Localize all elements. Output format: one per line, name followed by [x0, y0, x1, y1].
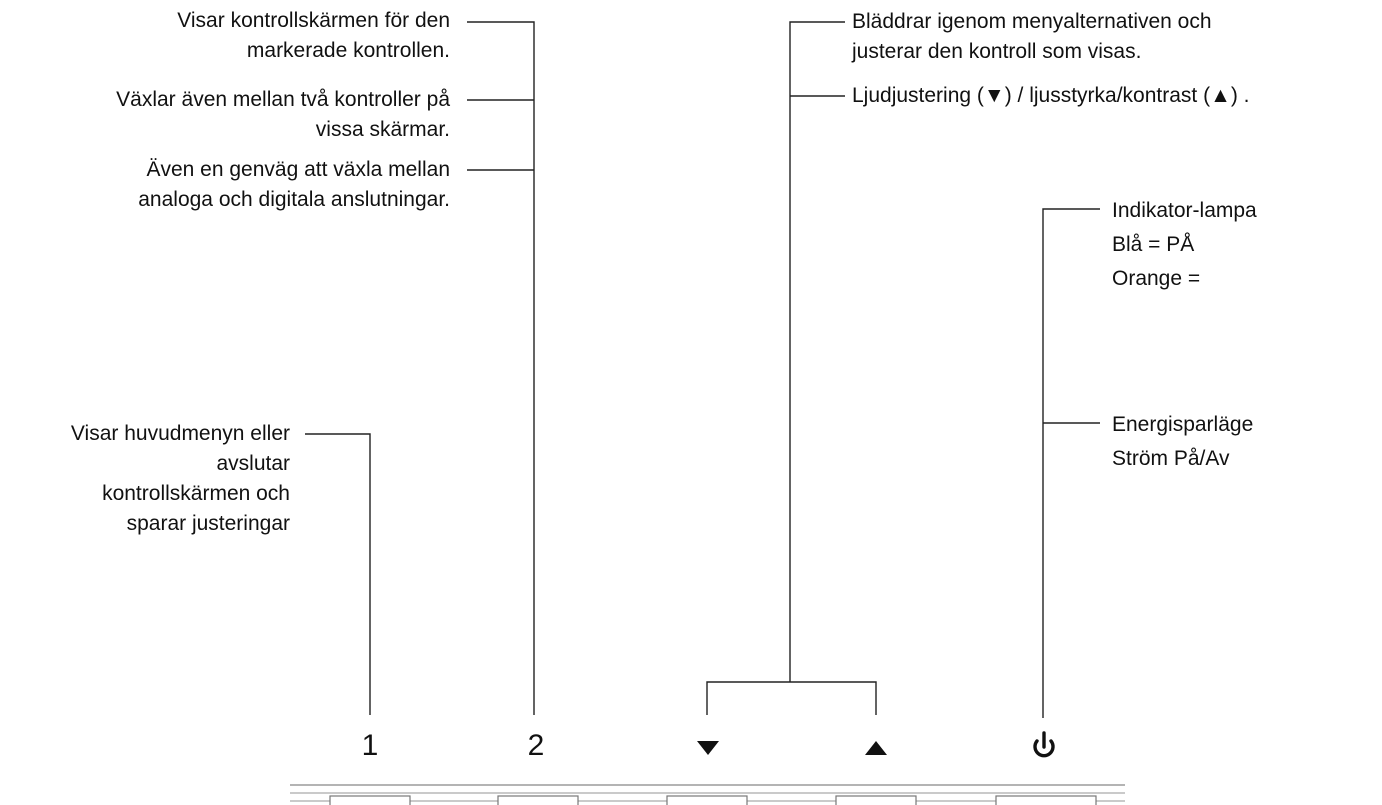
callout-shortcut: Även en genväg att växla mellan analoga …	[138, 155, 450, 215]
bezel-button-1	[329, 795, 411, 805]
monitor-bezel	[290, 784, 1125, 805]
callout-power: Energisparläge Ström På/Av	[1112, 408, 1253, 476]
callout-shortcut-line-2: analoga och digitala anslutningar.	[138, 188, 450, 211]
bezel-button-down	[666, 795, 748, 805]
callout-menu-line-4: sparar justeringar	[126, 512, 290, 535]
callout-adjust: Ljudjustering (▼) / ljusstyrka/kontrast …	[852, 84, 1250, 107]
callout-scroll-line-1: Bläddrar igenom menyalternativen och	[852, 10, 1212, 33]
callout-power-line-1: Energisparläge	[1112, 413, 1254, 436]
leader-line-indicator	[1042, 208, 1100, 718]
button-1-label: 1	[361, 729, 379, 762]
down-arrow-icon	[697, 741, 719, 755]
callout-indicator-line-3: Orange =	[1112, 267, 1201, 290]
callout-indicator-line-2: Blå = PÅ	[1112, 233, 1195, 256]
leader-line-arrows	[706, 681, 877, 715]
callout-power-line-2: Ström På/Av	[1112, 447, 1230, 470]
leader-line-button-2	[467, 21, 535, 715]
callout-scroll: Bläddrar igenom menyalternativen och jus…	[852, 7, 1212, 67]
bezel-button-up	[835, 795, 917, 805]
callout-toggle-line-2: vissa skärmar.	[315, 118, 450, 141]
callout-indicator: Indikator-lampa Blå = PÅ Orange =	[1112, 194, 1257, 296]
button-2-label: 2	[527, 729, 545, 762]
bezel-button-2	[497, 795, 579, 805]
leader-line-scroll	[789, 21, 845, 682]
callout-shortcut-line-1: Även en genväg att växla mellan	[146, 158, 450, 181]
bezel-button-power	[995, 795, 1097, 805]
callout-osd-line-1: Visar kontrollskärmen för den	[177, 9, 450, 32]
power-icon	[1033, 731, 1055, 758]
callout-indicator-line-1: Indikator-lampa	[1112, 199, 1257, 222]
callout-toggle: Växlar även mellan två kontroller på vis…	[116, 85, 450, 145]
callout-menu-line-3: kontrollskärmen och	[102, 482, 290, 505]
callout-osd-line-2: markerade kontrollen.	[246, 39, 450, 62]
callout-menu-line-1: Visar huvudmenyn eller	[70, 422, 290, 445]
leader-line-button-1	[305, 433, 371, 715]
callout-menu-line-2: avslutar	[216, 452, 290, 475]
callout-toggle-line-1: Växlar även mellan två kontroller på	[116, 88, 450, 111]
callout-scroll-line-2: justerar den kontroll som visas.	[852, 40, 1142, 63]
callout-menu: Visar huvudmenyn eller avslutar kontroll…	[71, 419, 290, 539]
up-arrow-icon	[865, 741, 887, 755]
callout-osd: Visar kontrollskärmen för den markerade …	[177, 6, 450, 66]
